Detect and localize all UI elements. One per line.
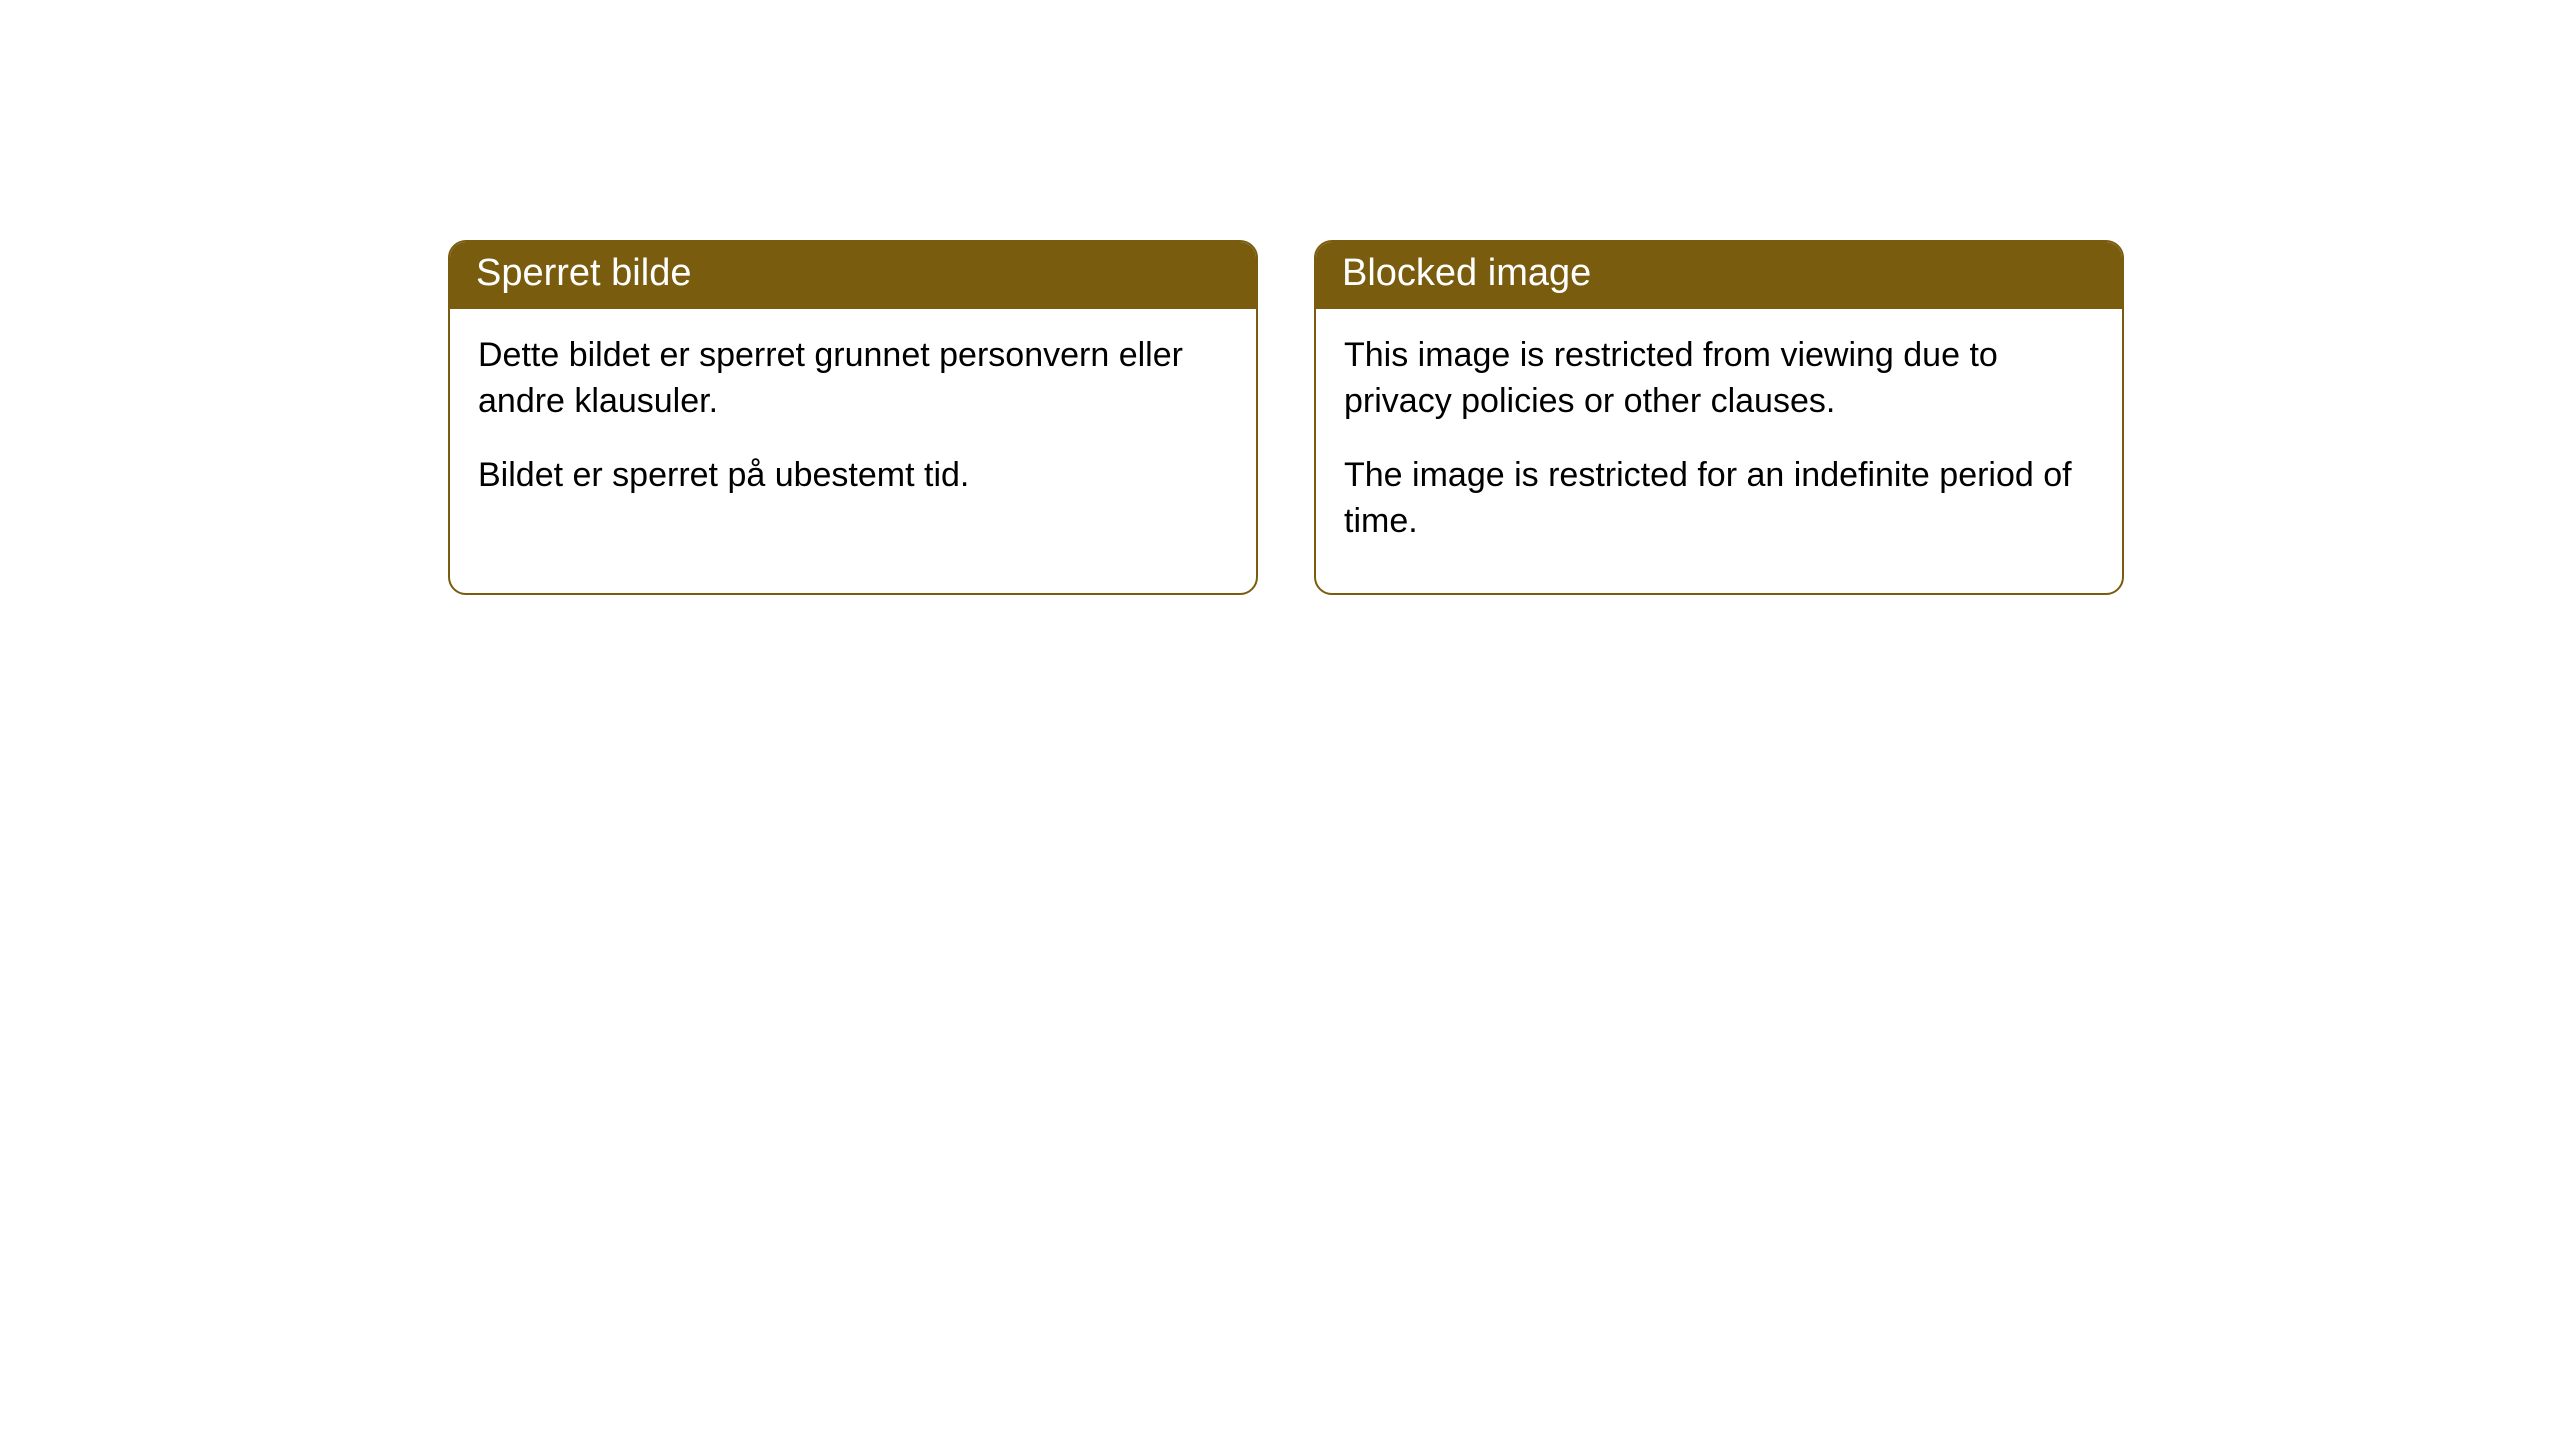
card-norwegian: Sperret bilde Dette bildet er sperret gr… (448, 240, 1258, 595)
card-paragraph-2-english: The image is restricted for an indefinit… (1344, 453, 2094, 545)
card-body-norwegian: Dette bildet er sperret grunnet personve… (450, 309, 1256, 547)
card-paragraph-1-norwegian: Dette bildet er sperret grunnet personve… (478, 333, 1228, 425)
card-title-english: Blocked image (1342, 252, 1591, 294)
card-body-english: This image is restricted from viewing du… (1316, 309, 2122, 593)
card-header-english: Blocked image (1316, 242, 2122, 309)
card-header-norwegian: Sperret bilde (450, 242, 1256, 309)
card-title-norwegian: Sperret bilde (476, 252, 691, 294)
card-english: Blocked image This image is restricted f… (1314, 240, 2124, 595)
card-paragraph-2-norwegian: Bildet er sperret på ubestemt tid. (478, 453, 1228, 499)
card-paragraph-1-english: This image is restricted from viewing du… (1344, 333, 2094, 425)
cards-container: Sperret bilde Dette bildet er sperret gr… (448, 240, 2124, 595)
